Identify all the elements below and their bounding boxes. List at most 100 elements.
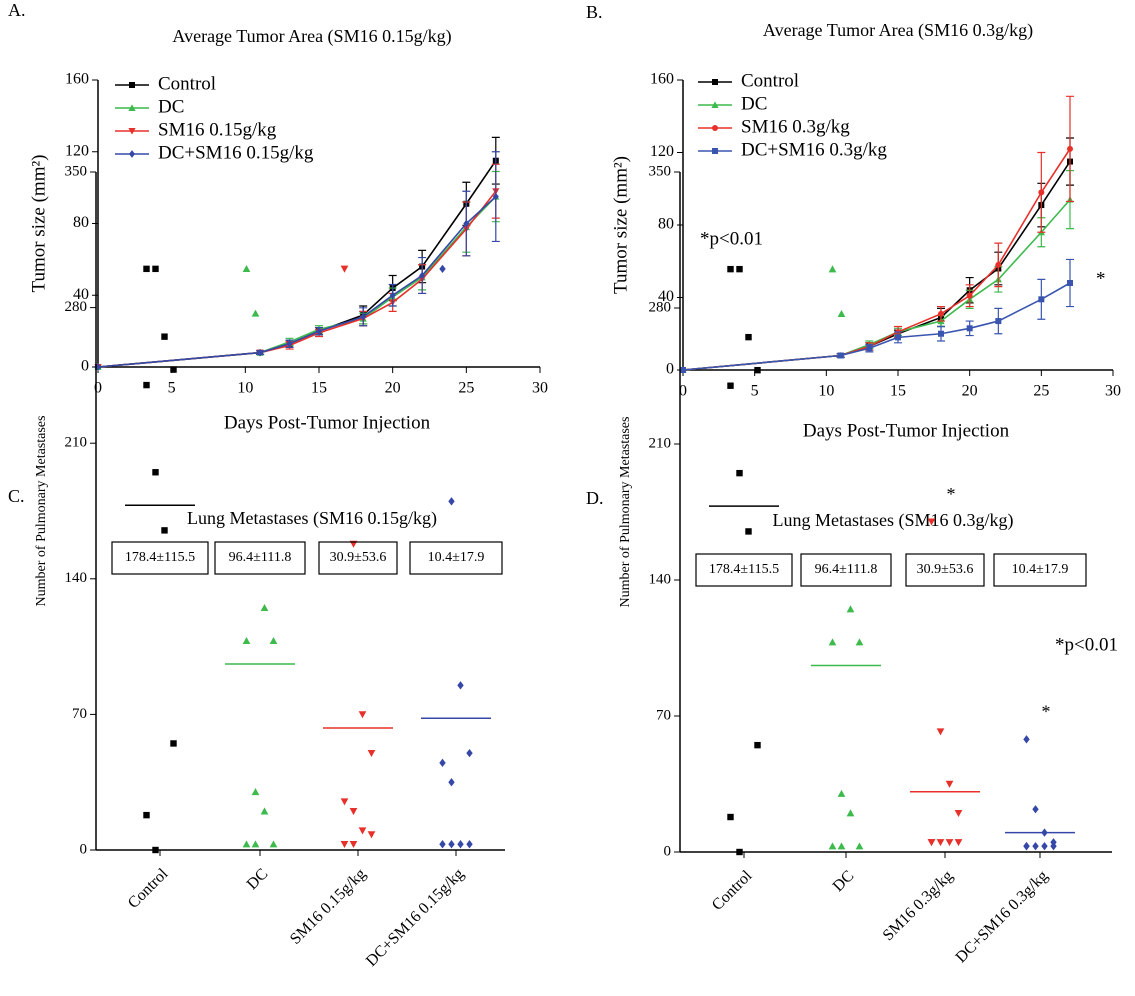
data-point — [269, 636, 278, 644]
data-point — [754, 741, 761, 749]
stat-box — [695, 553, 793, 587]
series-line — [97, 196, 497, 368]
data-point — [242, 636, 251, 644]
data-point — [837, 309, 846, 318]
y-tick-label: 80 — [658, 216, 674, 233]
data-point — [1032, 805, 1039, 814]
data-point — [754, 366, 761, 374]
data-point — [448, 497, 455, 506]
stat-box — [318, 541, 398, 575]
data-point — [927, 839, 936, 847]
data-point — [439, 758, 446, 767]
data-point — [152, 265, 159, 273]
stat-box — [214, 541, 306, 575]
y-tick-label: 350 — [65, 163, 88, 179]
legend-marker — [128, 104, 136, 111]
data-point — [286, 339, 293, 348]
y-tick-label: 280 — [65, 299, 88, 315]
x-tick-label: 25 — [458, 380, 474, 397]
y-tick-label: 140 — [65, 570, 88, 586]
x-tick-label: 10 — [237, 380, 253, 397]
data-point — [251, 840, 260, 848]
y-tick-label: 40 — [658, 288, 674, 305]
data-point — [419, 271, 426, 280]
y-axis-label: Number of Pulmonary Metastases — [618, 417, 633, 608]
x-tick-label: 15 — [311, 380, 327, 397]
x-axis-label: Days Post-Tumor Injection — [803, 420, 1010, 441]
data-point — [457, 681, 464, 690]
data-point — [170, 740, 177, 747]
stat-label: 96.4±111.8 — [229, 550, 292, 565]
y-axis-label: Tumor size (mm²) — [610, 156, 631, 294]
data-point — [828, 638, 837, 646]
legend-label: DC+SM16 0.3g/kg — [741, 139, 887, 160]
stat-label: 10.4±17.9 — [1012, 562, 1069, 577]
y-axis-label: Number of Pulmonary Metastases — [34, 416, 49, 607]
x-tick-label: SM16 0.3g/kg — [880, 867, 957, 944]
stat-box — [993, 553, 1087, 587]
series-line — [682, 148, 1071, 371]
series-line — [682, 282, 1071, 371]
stat-box — [800, 553, 892, 587]
data-point — [866, 345, 873, 352]
panel-label: A. — [8, 0, 26, 20]
x-tick-label: DC+SM16 0.15g/kg — [363, 865, 468, 970]
significance-mark: * — [947, 484, 956, 504]
y-tick-label: 40 — [73, 286, 89, 303]
data-point — [161, 333, 168, 340]
stat-box — [905, 553, 985, 587]
series-line — [682, 199, 1071, 371]
data-point — [736, 469, 743, 477]
chart-title: Lung Metastases (SM16 0.3g/kg) — [773, 510, 1014, 531]
data-point — [242, 840, 251, 848]
data-point — [349, 808, 358, 816]
x-tick-label: 20 — [385, 380, 401, 397]
legend-label: DC+SM16 0.15g/kg — [158, 142, 314, 163]
legend-label: Control — [741, 70, 799, 91]
data-point — [954, 809, 963, 817]
stat-label: 178.4±115.5 — [125, 550, 195, 565]
data-point — [260, 604, 269, 612]
data-point — [170, 366, 177, 373]
significance-mark: * — [1042, 701, 1051, 721]
data-point — [466, 840, 473, 849]
data-point — [349, 840, 358, 849]
data-point — [439, 840, 446, 849]
data-point — [938, 330, 944, 337]
data-point — [1038, 296, 1045, 303]
x-tick-label: DC — [830, 867, 858, 895]
data-point — [966, 292, 973, 299]
data-point — [358, 827, 367, 835]
stat-label: 96.4±111.8 — [815, 562, 878, 577]
chart-title: Average Tumor Area (SM16 0.15g/kg) — [172, 26, 451, 47]
y-tick-label: 0 — [80, 841, 88, 857]
y-tick-label: 210 — [65, 435, 88, 451]
data-point — [260, 807, 269, 815]
data-point — [745, 333, 752, 341]
data-point — [316, 327, 322, 336]
data-point — [340, 798, 349, 806]
legend-marker — [129, 82, 135, 88]
data-point — [492, 192, 499, 201]
data-point — [251, 309, 260, 317]
x-tick-label: SM16 0.15g/kg — [287, 865, 369, 947]
x-tick-label: 15 — [890, 383, 906, 400]
x-tick-label: Control — [125, 865, 172, 912]
stat-label: 30.9±53.6 — [330, 550, 387, 565]
stat-box — [111, 541, 209, 575]
y-tick-label: 160 — [650, 71, 674, 88]
panel-label: D. — [586, 488, 604, 508]
x-tick-label: 0 — [679, 383, 687, 400]
x-tick-label: 5 — [751, 383, 759, 400]
data-point — [95, 363, 101, 371]
y-tick-label: 210 — [649, 435, 672, 451]
data-point — [828, 842, 837, 850]
legend-marker — [712, 148, 718, 154]
data-point — [936, 839, 945, 847]
data-point — [1032, 842, 1039, 851]
data-point — [995, 261, 1002, 268]
legend-marker — [129, 150, 135, 158]
data-point — [161, 527, 168, 534]
data-point — [936, 728, 945, 736]
data-point — [389, 291, 396, 300]
